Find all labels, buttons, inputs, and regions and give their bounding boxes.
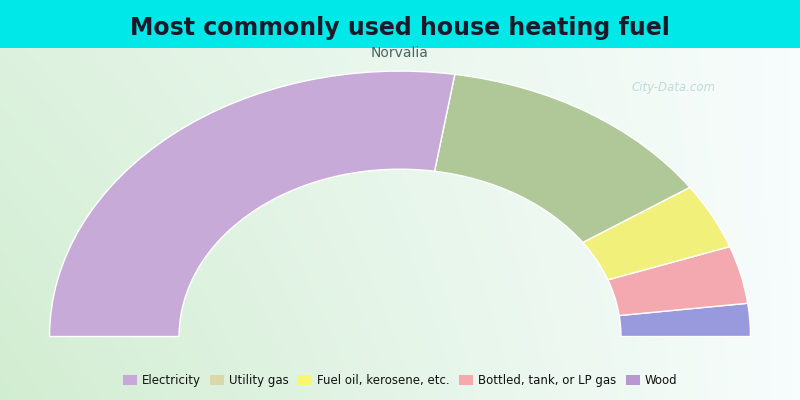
Wedge shape	[50, 71, 455, 336]
Legend: Electricity, Utility gas, Fuel oil, kerosene, etc., Bottled, tank, or LP gas, Wo: Electricity, Utility gas, Fuel oil, kero…	[118, 370, 682, 392]
Text: City-Data.com: City-Data.com	[632, 82, 716, 94]
Wedge shape	[434, 74, 690, 242]
Wedge shape	[582, 187, 730, 280]
Wedge shape	[608, 247, 748, 316]
Text: Norvalia: Norvalia	[371, 46, 429, 60]
Wedge shape	[619, 303, 750, 336]
Text: Most commonly used house heating fuel: Most commonly used house heating fuel	[130, 16, 670, 40]
